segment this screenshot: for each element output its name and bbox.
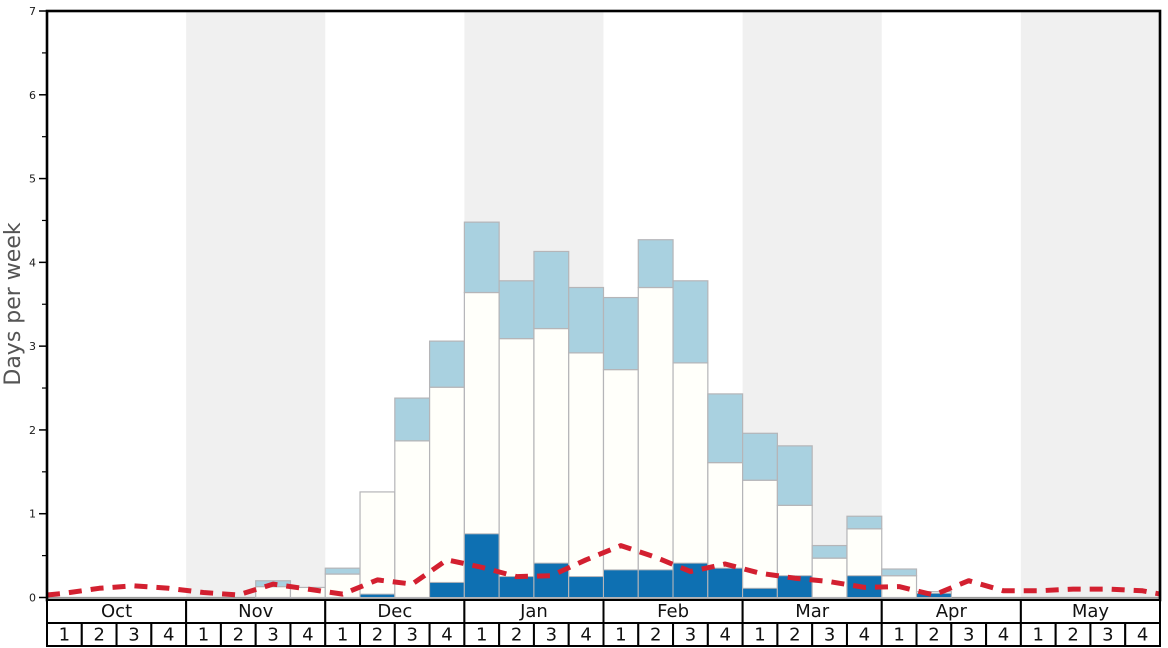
week-label: 3: [546, 625, 557, 646]
bar-white-segment: [498, 338, 535, 599]
week-label: 4: [163, 625, 174, 646]
week-label: 4: [998, 625, 1009, 646]
month-label-may: May: [1072, 601, 1110, 622]
y-tick-label: 1: [29, 508, 36, 521]
red-dashed-polyline: [46, 543, 1161, 598]
y-tick-label: 0: [29, 592, 36, 605]
week-label: 2: [650, 625, 661, 646]
month-label-feb: Feb: [657, 601, 689, 622]
y-tick-label: 6: [29, 89, 36, 102]
bar-lightblue-cap: [637, 239, 674, 289]
bar-lightblue-cap: [742, 432, 779, 481]
bar-white-segment: [568, 352, 605, 599]
bar-lightblue-cap: [881, 568, 918, 577]
bar-white-segment: [742, 479, 779, 599]
bar-white-segment: [672, 362, 709, 599]
bar-darkblue-segment: [916, 592, 952, 599]
bar-darkblue-segment: [498, 576, 535, 599]
bar-white-segment: [602, 369, 639, 599]
month-label-jan: Jan: [519, 601, 548, 622]
bar-lightblue-cap: [498, 280, 535, 340]
bar-lightblue-cap: [428, 340, 465, 388]
month-label-apr: Apr: [936, 601, 968, 622]
bar-darkblue-segment: [359, 593, 396, 598]
bar-lightblue-cap: [776, 445, 813, 506]
week-label: 1: [893, 625, 904, 646]
bar-lightblue-cap: [463, 221, 500, 294]
week-label: 1: [754, 625, 765, 646]
month-label-mar: Mar: [795, 601, 830, 622]
y-tick-label: 7: [29, 5, 36, 18]
red-dashed-line: [46, 543, 1161, 598]
week-label: 3: [685, 625, 696, 646]
bar-white-segment: [811, 557, 848, 599]
month-label-oct: Oct: [101, 601, 132, 622]
week-label: 1: [615, 625, 626, 646]
bar-lightblue-cap: [324, 567, 361, 575]
week-cell: [1124, 622, 1161, 647]
bar-white-segment: [533, 327, 570, 599]
bar-darkblue-segment: [742, 587, 778, 598]
y-tick-label: 5: [29, 173, 36, 186]
week-label: 1: [198, 625, 209, 646]
week-label: 4: [720, 625, 731, 646]
bar-white-segment: [637, 286, 674, 599]
y-tick-label: 4: [29, 256, 36, 269]
bar-lightblue-cap: [707, 393, 744, 464]
week-label: 2: [789, 625, 800, 646]
week-label: 3: [406, 625, 417, 646]
month-label-dec: Dec: [377, 601, 412, 622]
shaded-band-nov: [186, 11, 326, 598]
week-label: 2: [511, 625, 522, 646]
bar-lightblue-cap: [568, 286, 605, 354]
week-label: 4: [441, 625, 452, 646]
bar-white-segment: [255, 586, 292, 599]
weekly-bars: [47, 221, 1160, 599]
week-label: 4: [1137, 625, 1148, 646]
shaded-band-may: [1020, 11, 1160, 598]
bar-lightblue-cap: [533, 250, 570, 330]
week-label: 3: [267, 625, 278, 646]
bar-darkblue-segment: [429, 581, 465, 599]
bar-lightblue-cap: [602, 296, 639, 371]
y-tick-label: 3: [29, 340, 36, 353]
week-label: 3: [824, 625, 835, 646]
week-label: 4: [580, 625, 591, 646]
y-tick-label: 2: [29, 424, 36, 437]
week-label: 2: [928, 625, 939, 646]
week-label: 3: [963, 625, 974, 646]
week-label: 1: [337, 625, 348, 646]
bar-darkblue-segment: [707, 567, 744, 598]
bar-white-segment: [394, 440, 431, 599]
bar-lightblue-cap: [394, 397, 431, 442]
week-label: 2: [372, 625, 383, 646]
y-axis-title: Days per week: [1, 222, 26, 385]
week-label: 2: [233, 625, 244, 646]
week-label: 2: [1067, 625, 1078, 646]
bar-lightblue-cap: [811, 544, 848, 559]
month-label-nov: Nov: [238, 601, 273, 622]
month-week-table: Oct 1 2 3 4 Nov 1 2 3 4 Dec 1 2 3 4 Jan 1 2 3 4 Feb 1 2 3 4 Mar 1 2…: [46, 599, 1161, 647]
week-label: 2: [93, 625, 104, 646]
week-label: 4: [302, 625, 313, 646]
week-label: 1: [1033, 625, 1044, 646]
week-label: 1: [59, 625, 70, 646]
week-label: 3: [128, 625, 139, 646]
week-label: 1: [476, 625, 487, 646]
week-label: 4: [859, 625, 870, 646]
week-label: 3: [1102, 625, 1113, 646]
bar-darkblue-segment: [568, 576, 604, 599]
bar-darkblue-segment: [637, 569, 674, 598]
y-axis: 0 1 2 3 4 5 6 7: [29, 5, 47, 605]
bar-lightblue-cap: [672, 280, 709, 364]
bar-darkblue-segment: [603, 569, 639, 598]
bar-lightblue-cap: [846, 515, 883, 530]
